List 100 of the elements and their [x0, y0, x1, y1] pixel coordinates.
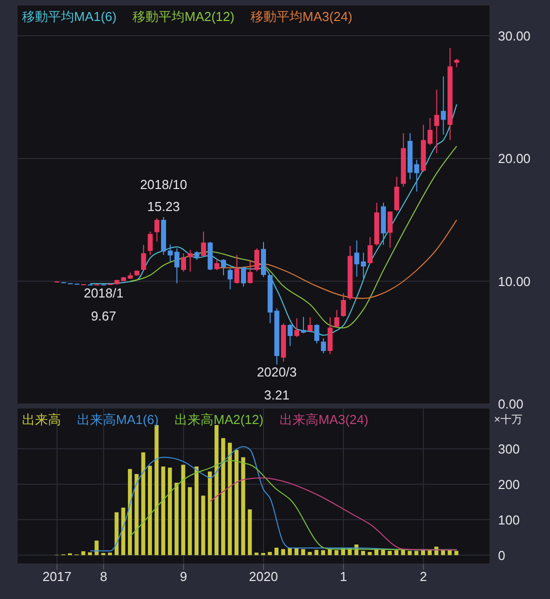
bar [134, 474, 139, 556]
bar [141, 452, 146, 556]
annotation: 9.67 [90, 308, 116, 324]
y-tick-label: 10.00 [498, 274, 531, 289]
candlestick [440, 76, 446, 136]
x-tick-label: 9 [180, 569, 188, 584]
bar [268, 552, 272, 556]
bar [214, 425, 219, 556]
bar [168, 468, 172, 556]
bar [121, 508, 126, 556]
bar [281, 549, 286, 556]
candlestick [174, 248, 180, 284]
bar [108, 552, 112, 556]
bar [228, 442, 232, 556]
text: 出来高MA3(24) [279, 411, 368, 429]
candlestick [221, 258, 226, 276]
y-tick-label: 0 [498, 548, 506, 563]
bar [248, 509, 252, 556]
bar [321, 550, 326, 556]
bar [294, 548, 298, 556]
candlestick [248, 259, 253, 284]
annotation: 15.23 [147, 199, 180, 214]
candlestick [201, 231, 206, 258]
bar [194, 466, 199, 556]
bar [208, 471, 212, 556]
bar [301, 549, 306, 556]
annotation: 3.21 [264, 388, 290, 403]
text: 出来高 [22, 411, 61, 429]
bar [314, 550, 318, 556]
bar [201, 496, 206, 556]
candlestick [234, 254, 240, 284]
candlestick [308, 316, 313, 332]
y-tick-label: 0.00 [498, 396, 524, 412]
x-tick-label: 8 [100, 569, 108, 584]
candlestick [314, 324, 320, 344]
annotation: 2020/3 [256, 364, 297, 380]
annotation: 2018/1 [84, 285, 124, 300]
bar [454, 550, 458, 556]
bar [221, 438, 226, 556]
candlestick [141, 244, 146, 271]
x-tick-label: 2 [420, 569, 427, 584]
candlestick [334, 309, 340, 328]
y-tick-label: 20.00 [498, 151, 531, 166]
bar [414, 550, 418, 556]
bar [148, 466, 152, 556]
text: 移動平均MA3(24) [250, 8, 352, 26]
y-tick-label: 30.00 [498, 28, 531, 44]
bar [308, 552, 312, 556]
bar [328, 549, 332, 556]
candlestick [368, 236, 373, 265]
bar [154, 425, 159, 556]
bar [234, 450, 239, 556]
candlestick [154, 218, 160, 242]
y-tick-label: 100 [498, 512, 520, 528]
x-tick-label: 1 [340, 569, 348, 584]
text: 出来高MA2(12) [174, 411, 264, 429]
bar [188, 487, 192, 556]
y-axis-title: ×十万 [494, 413, 522, 427]
bar [254, 552, 258, 556]
candlestick [148, 231, 153, 256]
y-tick-label: 300 [498, 441, 520, 456]
bar [241, 457, 246, 556]
bar [394, 550, 398, 556]
candlestick [394, 176, 400, 212]
candlestick [294, 318, 300, 338]
bar [401, 550, 406, 556]
text: 移動平均MA1(6) [22, 8, 117, 26]
line-series [130, 146, 458, 328]
candlestick [188, 249, 193, 272]
candlestick [340, 292, 346, 318]
bar [408, 550, 412, 556]
candlestick [328, 316, 333, 354]
text: 移動平均MA2(12) [132, 8, 234, 26]
bar [174, 482, 179, 556]
y-tick-label: 200 [498, 476, 520, 492]
candlestick [300, 316, 306, 334]
bar [334, 550, 338, 556]
bar [181, 464, 186, 556]
x-tick-label: 2020 [249, 569, 278, 584]
candlestick [288, 324, 293, 346]
candlestick [228, 268, 233, 290]
bar [381, 550, 386, 556]
bar [114, 512, 119, 556]
line-series [210, 477, 458, 550]
candlestick [388, 210, 393, 248]
bar [274, 548, 278, 556]
bar [128, 468, 132, 556]
bar [161, 466, 166, 556]
text: 出来高MA1(6) [77, 411, 159, 429]
bar [94, 540, 99, 556]
bar [81, 551, 86, 556]
candlestick [241, 266, 246, 288]
bar [388, 550, 392, 556]
bar [361, 550, 366, 556]
annotation: 2018/10 [140, 177, 188, 192]
candlestick [214, 258, 220, 271]
bar [368, 552, 372, 556]
x-tick-label: 2017 [42, 569, 72, 584]
candlestick [320, 338, 326, 354]
candlestick [181, 252, 186, 272]
